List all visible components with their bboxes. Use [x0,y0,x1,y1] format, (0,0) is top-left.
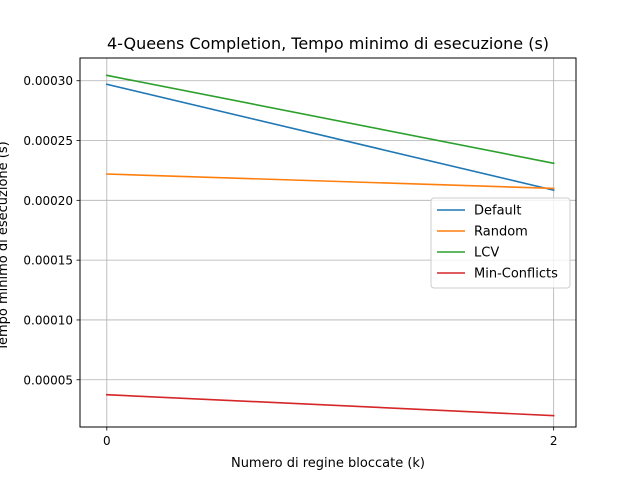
grid [80,58,576,427]
y-tick-label: 0.00010 [23,313,73,327]
x-axis-label: Numero di regine bloccate (k) [231,456,425,471]
legend-label-lcv: LCV [474,246,499,261]
chart-title: 4-Queens Completion, Tempo minimo di ese… [107,34,549,53]
series-line-default [105,83,555,192]
x-tick-label: 0 [103,434,111,448]
series-line-random [105,173,555,190]
legend-box [430,197,571,289]
axis-ticks: 0.00005 0.00010 0.00015 0.00020 0.00025 0.000… [23,74,557,448]
series-line-lcv [105,74,555,165]
y-tick-label: 0.00015 [23,254,73,268]
legend-label-default: Default [474,204,522,219]
series-line-min-conflicts [105,393,555,417]
y-tick-label: 0.00005 [23,373,73,387]
x-tick-label: 2 [550,434,558,448]
legend-label-min-conflicts: Min-Conflicts [474,267,558,282]
legend: Default Random LCV Min-Conflicts [430,197,571,289]
y-tick-label: 0.00020 [23,194,73,208]
plot-frame [79,57,577,428]
y-tick-label: 0.00025 [23,134,73,148]
y-tick-label: 0.00030 [23,74,73,88]
series-lines [105,74,555,417]
y-axis-label: Tempo minimo di esecuzione (s) [0,141,11,351]
legend-label-random: Random [474,225,528,240]
